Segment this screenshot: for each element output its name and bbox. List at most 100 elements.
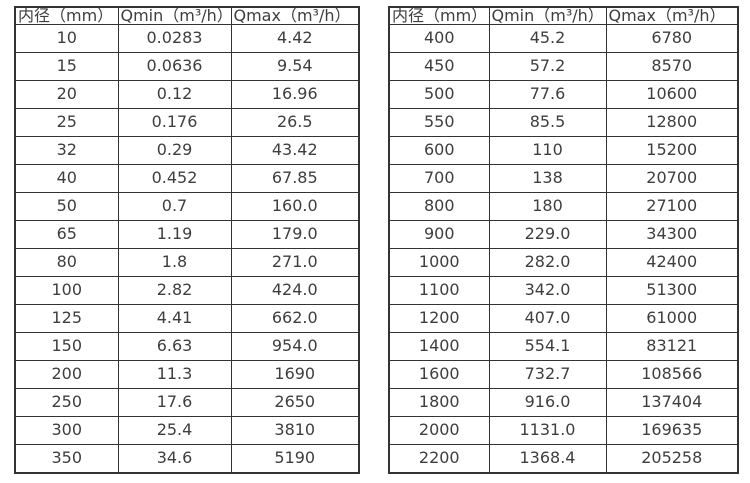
table-cell: 407.0 xyxy=(488,303,607,333)
table-cell: 0.452 xyxy=(117,163,232,193)
table-cell: 0.0636 xyxy=(117,51,232,81)
header-row: 内径（mm） Qmin（m³/h） Qmax（m³/h） xyxy=(388,6,739,25)
table-row: 800 180 27100 xyxy=(388,191,739,221)
table-cell: 2000 xyxy=(388,415,490,445)
table-row: 500 77.6 10600 xyxy=(388,79,739,109)
table-cell: 0.176 xyxy=(117,107,232,137)
table-cell: 1368.4 xyxy=(488,443,607,474)
table-cell: 179.0 xyxy=(230,219,360,249)
column-header: Qmax（m³/h） xyxy=(605,6,739,25)
table-row: 2000 1131.0 169635 xyxy=(388,415,739,445)
table-row: 300 25.4 3810 xyxy=(14,415,360,445)
table-row: 80 1.8 271.0 xyxy=(14,247,360,277)
table-row: 1400 554.1 83121 xyxy=(388,331,739,361)
table-cell: 10600 xyxy=(605,79,739,109)
table-cell: 250 xyxy=(14,387,119,417)
table-row: 125 4.41 662.0 xyxy=(14,303,360,333)
table-row: 1600 732.7 108566 xyxy=(388,359,739,389)
column-header: Qmin（m³/h） xyxy=(117,6,232,25)
table-cell: 42400 xyxy=(605,247,739,277)
table-cell: 550 xyxy=(388,107,490,137)
table-cell: 150 xyxy=(14,331,119,361)
table-cell: 100 xyxy=(14,275,119,305)
table-cell: 500 xyxy=(388,79,490,109)
table-row: 250 17.6 2650 xyxy=(14,387,360,417)
table-row: 350 34.6 5190 xyxy=(14,443,360,474)
table-row: 1000 282.0 42400 xyxy=(388,247,739,277)
table-cell: 200 xyxy=(14,359,119,389)
table-cell: 450 xyxy=(388,51,490,81)
table-cell: 1100 xyxy=(388,275,490,305)
table-cell: 80 xyxy=(14,247,119,277)
table-cell: 900 xyxy=(388,219,490,249)
table-cell: 954.0 xyxy=(230,331,360,361)
table-cell: 732.7 xyxy=(488,359,607,389)
table-cell: 2200 xyxy=(388,443,490,474)
table-cell: 350 xyxy=(14,443,119,474)
table-cell: 16.96 xyxy=(230,79,360,109)
flow-range-table-left: 内径（mm） Qmin（m³/h） Qmax（m³/h） 10 0.0283 4.42 15… xyxy=(14,6,360,474)
table-cell: 34300 xyxy=(605,219,739,249)
table-cell: 916.0 xyxy=(488,387,607,417)
table-cell: 83121 xyxy=(605,331,739,361)
table-cell: 20 xyxy=(14,79,119,109)
table-cell: 424.0 xyxy=(230,275,360,305)
table-cell: 0.12 xyxy=(117,79,232,109)
table-cell: 61000 xyxy=(605,303,739,333)
table-row: 1200 407.0 61000 xyxy=(388,303,739,333)
table-cell: 600 xyxy=(388,135,490,165)
table-row: 10 0.0283 4.42 xyxy=(14,24,360,53)
table-cell: 180 xyxy=(488,191,607,221)
table-cell: 400 xyxy=(388,24,490,53)
table-row: 1800 916.0 137404 xyxy=(388,387,739,417)
table-cell: 1690 xyxy=(230,359,360,389)
table-cell: 10 xyxy=(14,24,119,53)
table-cell: 125 xyxy=(14,303,119,333)
table-cell: 77.6 xyxy=(488,79,607,109)
table-row: 40 0.452 67.85 xyxy=(14,163,360,193)
column-header: 内径（mm） xyxy=(14,6,119,25)
header-row: 内径（mm） Qmin（m³/h） Qmax（m³/h） xyxy=(14,6,360,25)
table-row: 15 0.0636 9.54 xyxy=(14,51,360,81)
table-cell: 57.2 xyxy=(488,51,607,81)
table-cell: 137404 xyxy=(605,387,739,417)
table-cell: 700 xyxy=(388,163,490,193)
table-cell: 110 xyxy=(488,135,607,165)
table-cell: 50 xyxy=(14,191,119,221)
table-cell: 25.4 xyxy=(117,415,232,445)
table-row: 25 0.176 26.5 xyxy=(14,107,360,137)
table-cell: 15200 xyxy=(605,135,739,165)
table-cell: 160.0 xyxy=(230,191,360,221)
table-row: 700 138 20700 xyxy=(388,163,739,193)
table-cell: 108566 xyxy=(605,359,739,389)
table-cell: 8570 xyxy=(605,51,739,81)
table-cell: 3810 xyxy=(230,415,360,445)
table-cell: 6780 xyxy=(605,24,739,53)
table-row: 150 6.63 954.0 xyxy=(14,331,360,361)
table-cell: 1.8 xyxy=(117,247,232,277)
table-cell: 2650 xyxy=(230,387,360,417)
table-cell: 51300 xyxy=(605,275,739,305)
table-cell: 300 xyxy=(14,415,119,445)
table-cell: 282.0 xyxy=(488,247,607,277)
table-cell: 0.29 xyxy=(117,135,232,165)
table-row: 32 0.29 43.42 xyxy=(14,135,360,165)
table-cell: 32 xyxy=(14,135,119,165)
table-cell: 20700 xyxy=(605,163,739,193)
table-row: 450 57.2 8570 xyxy=(388,51,739,81)
table-cell: 45.2 xyxy=(488,24,607,53)
table-row: 550 85.5 12800 xyxy=(388,107,739,137)
table-cell: 554.1 xyxy=(488,331,607,361)
table-cell: 5190 xyxy=(230,443,360,474)
column-header: 内径（mm） xyxy=(388,6,490,25)
table-cell: 138 xyxy=(488,163,607,193)
table-cell: 12800 xyxy=(605,107,739,137)
table-cell: 34.6 xyxy=(117,443,232,474)
table-cell: 40 xyxy=(14,163,119,193)
table-cell: 0.0283 xyxy=(117,24,232,53)
table-cell: 1.19 xyxy=(117,219,232,249)
table-cell: 662.0 xyxy=(230,303,360,333)
table-row: 2200 1368.4 205258 xyxy=(388,443,739,474)
table-cell: 15 xyxy=(14,51,119,81)
